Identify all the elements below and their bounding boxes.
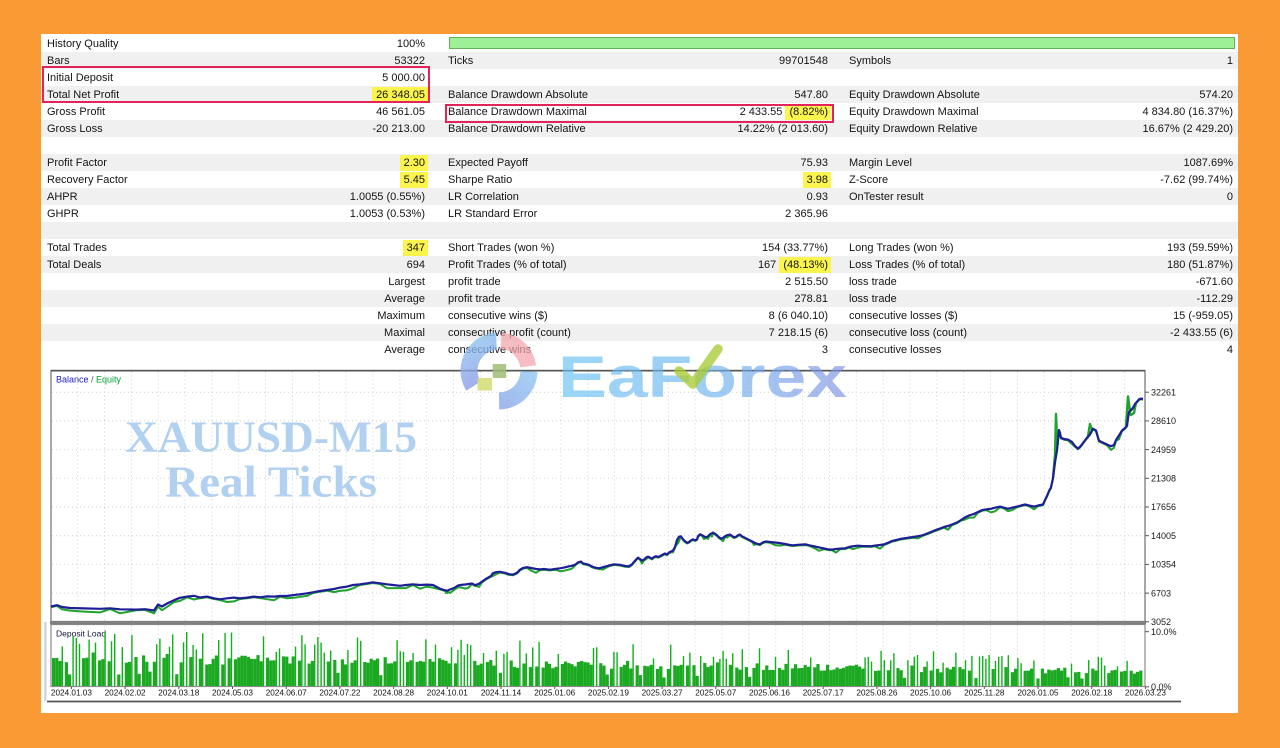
svg-text:2024.02.02: 2024.02.02: [105, 689, 146, 698]
svg-text:2025.02.19: 2025.02.19: [588, 689, 629, 698]
svg-text:2025.03.27: 2025.03.27: [642, 689, 683, 698]
svg-text:24959: 24959: [1151, 445, 1176, 455]
svg-text:2026.01.05: 2026.01.05: [1018, 689, 1059, 698]
svg-text:2025.07.17: 2025.07.17: [803, 689, 844, 698]
svg-text:2025.11.28: 2025.11.28: [964, 689, 1005, 698]
svg-text:3052: 3052: [1151, 617, 1171, 627]
svg-text:2024.11.14: 2024.11.14: [481, 689, 522, 698]
svg-text:6703: 6703: [1151, 588, 1171, 598]
svg-text:XAUUSD-M15: XAUUSD-M15: [125, 415, 417, 462]
svg-text:2025.06.16: 2025.06.16: [749, 689, 790, 698]
svg-text:2026.03.23: 2026.03.23: [1125, 689, 1166, 698]
svg-text:2024.05.03: 2024.05.03: [212, 689, 253, 698]
svg-text:21308: 21308: [1151, 474, 1176, 484]
svg-text:2024.10.01: 2024.10.01: [427, 689, 468, 698]
svg-text:10.0%: 10.0%: [1151, 627, 1177, 637]
svg-text:32261: 32261: [1151, 387, 1176, 397]
svg-text:2024.08.28: 2024.08.28: [373, 689, 414, 698]
svg-text:2024.01.03: 2024.01.03: [51, 689, 92, 698]
svg-text:2024.03.18: 2024.03.18: [158, 689, 199, 698]
svg-text:2024.07.22: 2024.07.22: [319, 689, 360, 698]
svg-text:2025.08.26: 2025.08.26: [856, 689, 897, 698]
svg-text:Deposit Load: Deposit Load: [56, 629, 106, 639]
svg-text:Real Ticks: Real Ticks: [165, 458, 377, 507]
svg-text:17656: 17656: [1151, 502, 1176, 512]
svg-text:2025.01.06: 2025.01.06: [534, 689, 575, 698]
svg-text:14005: 14005: [1151, 531, 1176, 541]
svg-text:28610: 28610: [1151, 416, 1176, 426]
svg-text:10354: 10354: [1151, 560, 1176, 570]
svg-text:2024.06.07: 2024.06.07: [266, 689, 307, 698]
svg-text:2025.10.06: 2025.10.06: [910, 689, 951, 698]
svg-text:2026.02.18: 2026.02.18: [1071, 689, 1112, 698]
svg-text:Balance / Equity: Balance / Equity: [56, 375, 122, 385]
svg-text:0.0%: 0.0%: [1151, 682, 1172, 692]
svg-text:2025.05.07: 2025.05.07: [695, 689, 736, 698]
